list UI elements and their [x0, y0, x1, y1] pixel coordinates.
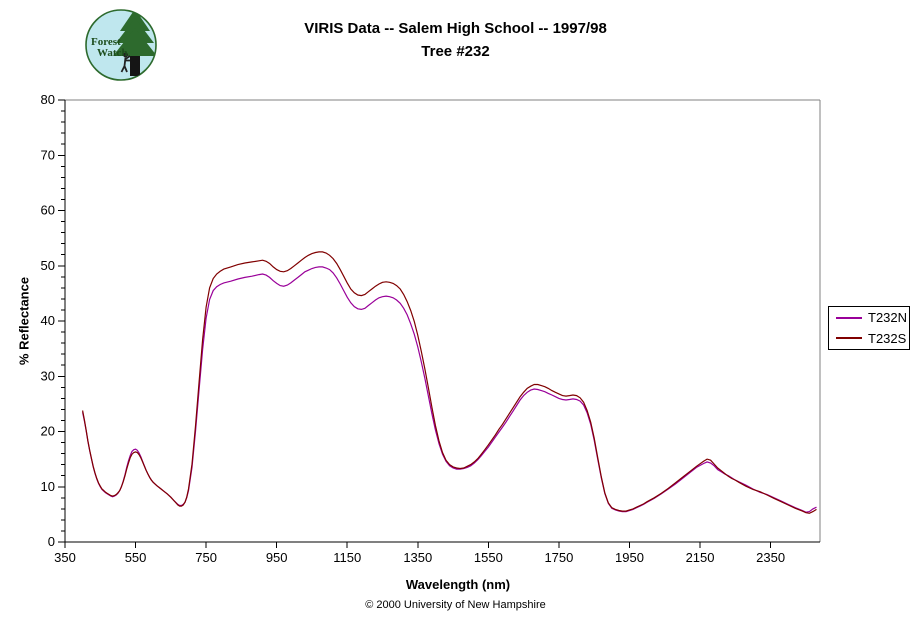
x-tick-label: 950 [266, 550, 288, 565]
y-tick-label: 70 [41, 147, 55, 162]
legend-entry-t232n: T232N [836, 308, 909, 328]
plot-border [64, 99, 821, 543]
series-line-t232s [82, 251, 817, 514]
y-axis-title: % Reflectance [16, 276, 32, 366]
series-line-t232n [82, 266, 817, 513]
y-tick-label: 80 [41, 92, 55, 107]
chart-title-line2: Tree #232 [421, 43, 490, 60]
x-tick-label: 1750 [544, 550, 573, 565]
legend-label-t232s: T232S [868, 330, 907, 346]
legend: T232N T232S [828, 306, 910, 350]
x-axis-title: Wavelength (nm) [405, 577, 511, 592]
logo-text-forest: Forest [91, 36, 121, 48]
chart-title-line1: VIRIS Data -- Salem High School -- 1997/… [304, 20, 607, 37]
person-icon [120, 52, 131, 73]
tree-trunk [130, 44, 140, 76]
x-tick-label: 550 [125, 550, 147, 565]
y-axis-ticks: 0 10 20 30 40 50 60 70 80 [41, 92, 65, 549]
x-tick-label: 2150 [686, 550, 715, 565]
logo-text-watch: Watch [97, 47, 128, 59]
forest-watch-logo: Forest Watch [84, 8, 158, 82]
y-tick-label: 10 [41, 479, 55, 494]
copyright-text: © 2000 University of New Hampshire [365, 599, 546, 611]
x-tick-label: 2350 [756, 550, 785, 565]
legend-entry-t232s: T232S [836, 328, 909, 348]
x-tick-label: 1950 [615, 550, 644, 565]
x-tick-label: 1350 [403, 550, 432, 565]
y-tick-label: 20 [41, 424, 55, 439]
x-axis-ticks: 350 550 750 950 1150 1350 1550 1750 1950 2150 2350 [54, 542, 785, 565]
tree-icon [113, 10, 156, 76]
y-tick-label: 30 [41, 368, 55, 383]
t232n-line-swatch [836, 316, 862, 319]
y-tick-label: 60 [41, 203, 55, 218]
x-tick-label: 1550 [474, 550, 503, 565]
x-tick-label: 350 [54, 550, 76, 565]
chart-title: VIRIS Data -- Salem High School -- 1997/… [0, 17, 911, 63]
y-tick-label: 50 [41, 258, 55, 273]
y-tick-label: 0 [48, 534, 55, 549]
legend-label-t232n: T232N [868, 310, 908, 326]
x-tick-label: 750 [195, 550, 217, 565]
forest-watch-logo-graphic: Forest Watch [85, 9, 157, 81]
x-tick-label: 1150 [333, 550, 361, 565]
y-tick-label: 40 [41, 313, 55, 328]
t232s-line-swatch [836, 337, 862, 340]
tree-foliage [113, 10, 156, 56]
